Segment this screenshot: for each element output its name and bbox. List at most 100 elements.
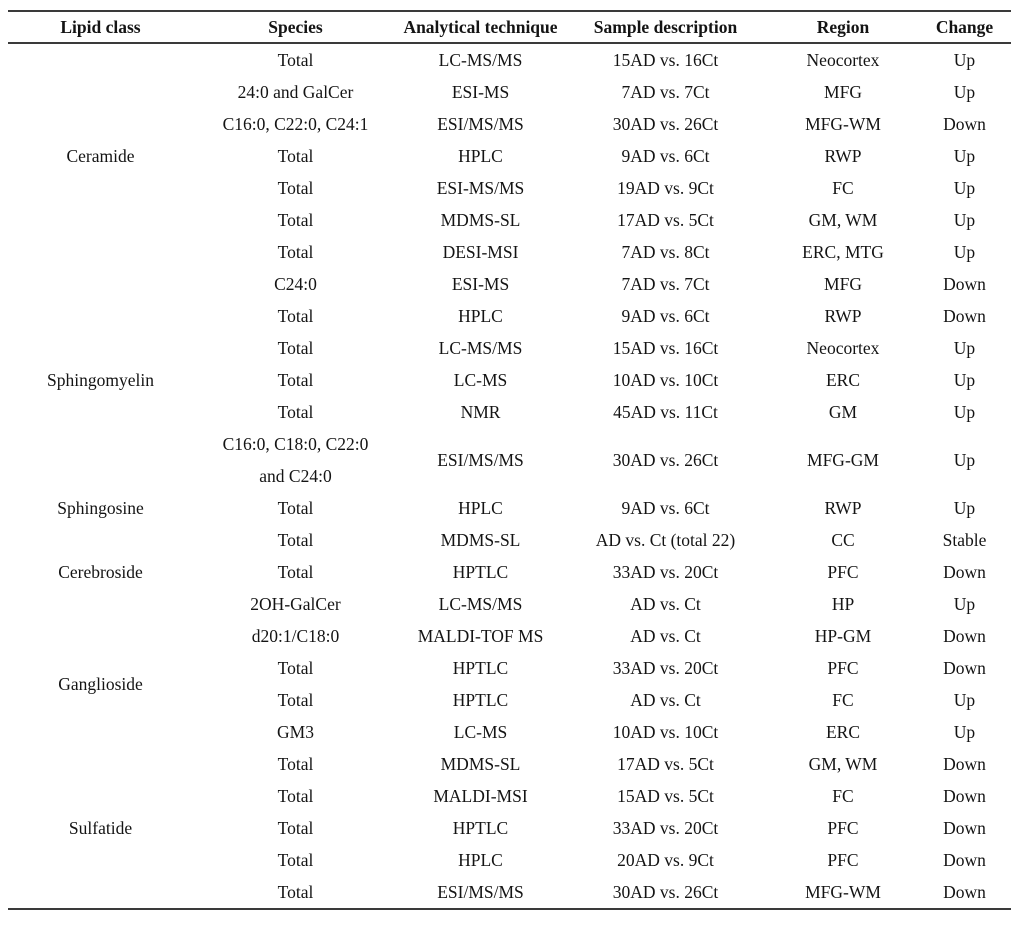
- change-cell: Down: [943, 754, 986, 774]
- species-cell: GM3: [277, 722, 314, 742]
- table-row: Total HPTLC AD vs. Ct FC Up: [8, 684, 1011, 716]
- sample-description-cell: 10AD vs. 10Ct: [612, 370, 719, 390]
- sample-description-cell: 33AD vs. 20Ct: [612, 818, 719, 838]
- change-cell: Down: [943, 818, 986, 838]
- species-cell: Total: [277, 530, 314, 550]
- table-row: Total HPTLC 33AD vs. 20Ct PFC Down: [8, 652, 1011, 684]
- sample-description-cell: 33AD vs. 20Ct: [612, 658, 719, 678]
- analytical-technique-cell: HPTLC: [452, 562, 509, 582]
- species-cell: C16:0, C22:0, C24:1: [222, 114, 369, 134]
- species-cell: Total: [277, 306, 314, 326]
- analytical-technique-cell: ESI/MS/MS: [437, 114, 524, 134]
- table-row: Total LC-MS 10AD vs. 10Ct ERC Up: [8, 364, 1011, 396]
- sample-description-cell: 7AD vs. 7Ct: [621, 82, 710, 102]
- analytical-technique-cell: ESI-MS: [451, 82, 510, 102]
- column-header-species: Species: [193, 11, 398, 44]
- table-row: Ganglioside d20:1/C18:0 MALDI-TOF MS AD vs.…: [8, 620, 1011, 694]
- analytical-technique-cell: HPLC: [458, 498, 503, 518]
- sample-description-cell: AD vs. Ct: [630, 594, 701, 614]
- species-cell: Total: [277, 338, 314, 358]
- sample-description-cell: 45AD vs. 11Ct: [613, 402, 718, 422]
- change-cell: Down: [943, 562, 986, 582]
- lipid-class-cell: Sulfatide: [68, 818, 133, 838]
- table-header: Lipid class Species Analytical technique…: [8, 11, 1011, 44]
- change-cell: Up: [953, 722, 976, 742]
- analytical-technique-cell: ESI/MS/MS: [437, 882, 524, 902]
- species-cell: Total: [277, 242, 314, 262]
- change-cell: Up: [953, 338, 976, 358]
- species-cell: 2OH-GalCer: [250, 594, 341, 614]
- region-cell: MFG-WM: [805, 114, 881, 134]
- table-row: Total ESI/MS/MS 30AD vs. 26Ct MFG-WM Down: [8, 876, 1011, 909]
- change-cell: Up: [953, 82, 976, 102]
- change-cell: Down: [943, 626, 986, 646]
- change-cell: Down: [943, 274, 986, 294]
- table-row: Total HPLC 20AD vs. 9Ct PFC Down: [8, 844, 1011, 876]
- table-row: Ceramide Total LC-MS/MS 15AD vs. 16Ct Neocor…: [8, 43, 1011, 166]
- region-cell: FC: [832, 786, 854, 806]
- analytical-technique-cell: ESI-MS/MS: [436, 178, 525, 198]
- region-cell: FC: [832, 690, 854, 710]
- region-cell: PFC: [827, 562, 859, 582]
- region-cell: RWP: [824, 498, 862, 518]
- change-cell: Up: [953, 50, 976, 70]
- table-row: Total HPLC 9AD vs. 6Ct RWP Up: [8, 140, 1011, 172]
- region-cell: PFC: [827, 850, 859, 870]
- analytical-technique-cell: LC-MS: [453, 370, 508, 390]
- sample-description-cell: 7AD vs. 7Ct: [621, 274, 710, 294]
- table-row: Total MALDI-MSI 15AD vs. 5Ct FC Down: [8, 780, 1011, 812]
- change-cell: Up: [953, 690, 976, 710]
- analytical-technique-cell: HPLC: [458, 306, 503, 326]
- analytical-technique-cell: LC-MS: [453, 722, 508, 742]
- species-cell: Total: [277, 146, 314, 166]
- change-cell: Up: [953, 210, 976, 230]
- lipid-class-cell: Ceramide: [66, 146, 135, 166]
- sample-description-cell: 20AD vs. 9Ct: [617, 850, 714, 870]
- lipid-class-cell: Sphingomyelin: [47, 370, 154, 390]
- column-header-region: Region: [768, 11, 918, 44]
- region-cell: PFC: [827, 818, 859, 838]
- sample-description-cell: 9AD vs. 6Ct: [621, 146, 710, 166]
- change-cell: Up: [953, 178, 976, 198]
- sample-description-cell: 15AD vs. 16Ct: [612, 50, 719, 70]
- table-row: GM3 LC-MS 10AD vs. 10Ct ERC Up: [8, 716, 1011, 748]
- species-cell: Total: [277, 210, 314, 230]
- table-row: 24:0 and GalCer ESI-MS 7AD vs. 7Ct MFG Up: [8, 76, 1011, 108]
- change-cell: Up: [953, 594, 976, 614]
- sample-description-cell: 15AD vs. 16Ct: [612, 338, 719, 358]
- analytical-technique-cell: LC-MS/MS: [438, 50, 523, 70]
- change-cell: Stable: [942, 530, 987, 550]
- lipid-class-cell: Sphingosine: [57, 498, 144, 518]
- species-cell: Total: [277, 50, 314, 70]
- table-row: Cerebroside Total MDMS-SL AD vs. Ct (total …: [8, 524, 1011, 582]
- species-cell: Total: [277, 498, 314, 518]
- change-cell: Down: [943, 658, 986, 678]
- table-row: C16:0, C22:0, C24:1 ESI/MS/MS 30AD vs. 26C…: [8, 108, 1011, 140]
- table-row: Total LC-MS/MS 15AD vs. 16Ct Neocortex Up: [8, 332, 1011, 364]
- column-header-change: Change: [918, 11, 1011, 44]
- analytical-technique-cell: MALDI-MSI: [433, 786, 528, 806]
- region-cell: PFC: [827, 658, 859, 678]
- sample-description-cell: 33AD vs. 20Ct: [612, 562, 719, 582]
- change-cell: Down: [943, 114, 986, 134]
- analytical-technique-cell: ESI/MS/MS: [437, 450, 524, 470]
- table-row: Total HPLC 9AD vs. 6Ct RWP Down: [8, 300, 1011, 332]
- change-cell: Down: [943, 786, 986, 806]
- region-cell: Neocortex: [806, 338, 880, 358]
- change-cell: Up: [953, 402, 976, 422]
- table-row: 2OH-GalCer LC-MS/MS AD vs. Ct HP Up: [8, 588, 1011, 620]
- table-row: Total MDMS-SL 17AD vs. 5Ct GM, WM Up: [8, 204, 1011, 236]
- table-header-row: Lipid class Species Analytical technique…: [8, 11, 1011, 44]
- lipid-class-cell: Cerebroside: [58, 562, 143, 582]
- column-header-lipid-class: Lipid class: [8, 11, 193, 44]
- region-cell: MFG-WM: [805, 882, 881, 902]
- sample-description-cell: 9AD vs. 6Ct: [621, 498, 710, 518]
- region-cell: ERC: [825, 370, 861, 390]
- species-cell: Total: [277, 786, 314, 806]
- region-cell: MFG: [824, 82, 862, 102]
- analytical-technique-cell: HPTLC: [452, 818, 509, 838]
- change-cell: Down: [943, 306, 986, 326]
- sample-description-cell: 7AD vs. 8Ct: [621, 242, 710, 262]
- species-cell: C24:0: [274, 274, 317, 294]
- region-cell: RWP: [824, 306, 862, 326]
